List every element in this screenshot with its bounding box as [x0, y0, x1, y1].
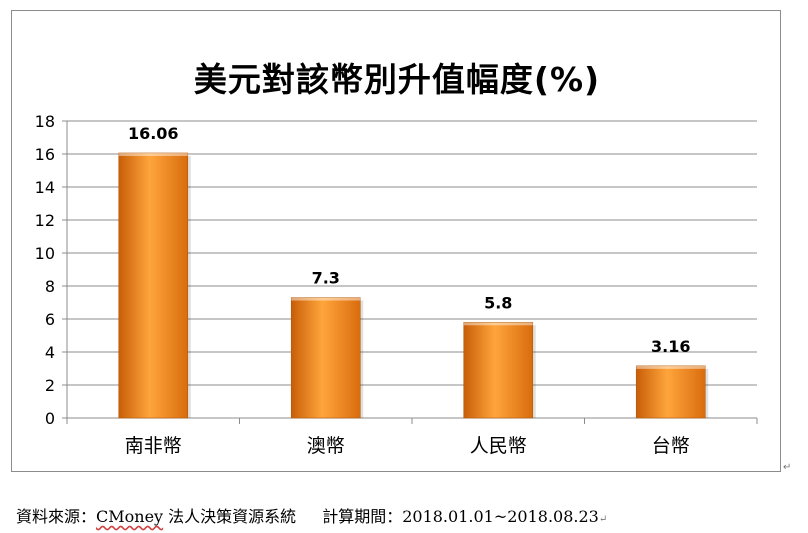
y-tick-label: 16 — [35, 145, 55, 164]
bar — [635, 365, 706, 419]
chart-title: 美元對該幣別升值幅度(%) — [193, 60, 601, 99]
data-label: 3.16 — [651, 337, 690, 356]
y-tick-label: 12 — [35, 211, 55, 230]
category-label: 人民幣 — [470, 435, 527, 457]
footnote: 資料來源：CMoney 法人決策資源系統 計算期間：2018.01.01~2018… — [16, 503, 607, 527]
period-value: 2018.01.01~2018.08.23 — [402, 507, 599, 526]
y-tick-label: 8 — [45, 277, 55, 296]
source-label: 資料來源： — [16, 507, 97, 526]
period-label: 計算期間： — [322, 507, 403, 526]
bar-highlight — [463, 322, 533, 326]
y-tick-label: 6 — [45, 310, 55, 329]
y-tick-label: 4 — [45, 343, 55, 362]
paragraph-mark: ↵ — [783, 462, 792, 473]
y-tick-label: 18 — [35, 112, 55, 131]
category-label: 南非幣 — [125, 435, 182, 457]
y-tick-label: 14 — [35, 178, 55, 197]
category-label: 澳幣 — [307, 435, 345, 457]
bar — [118, 152, 189, 419]
data-label: 5.8 — [484, 293, 512, 312]
bar — [290, 297, 361, 419]
data-label: 7.3 — [312, 269, 340, 288]
bars — [118, 152, 709, 419]
bar-highlight — [636, 365, 706, 369]
y-tick-label: 10 — [35, 244, 55, 263]
bar-chart: 0 2 4 6 8 10 12 14 16 18 16.06 南非幣 7.3 澳幣 5.8 人民幣 3.16 台幣 — [35, 112, 758, 457]
bar-highlight — [118, 153, 188, 157]
bar — [463, 321, 534, 419]
y-tick-label: 2 — [45, 376, 55, 395]
source-brand: CMoney — [96, 507, 164, 526]
labels: 0 2 4 6 8 10 12 14 16 18 16.06 南非幣 7.3 澳幣 5.8 人民幣 3.16 台幣 — [35, 112, 691, 457]
category-label: 台幣 — [652, 435, 690, 457]
bar-highlight — [291, 297, 361, 301]
source-system: 法人決策資源系統 — [163, 507, 297, 526]
chart-frame: 美元對該幣別升值幅度(%) 0 2 4 6 8 10 12 14 16 18 16.06 南非幣 7.3… — [11, 10, 781, 472]
footnote-paragraph-mark: ↵ — [598, 514, 608, 525]
data-label: 16.06 — [128, 124, 179, 143]
y-tick-label: 0 — [45, 409, 55, 428]
